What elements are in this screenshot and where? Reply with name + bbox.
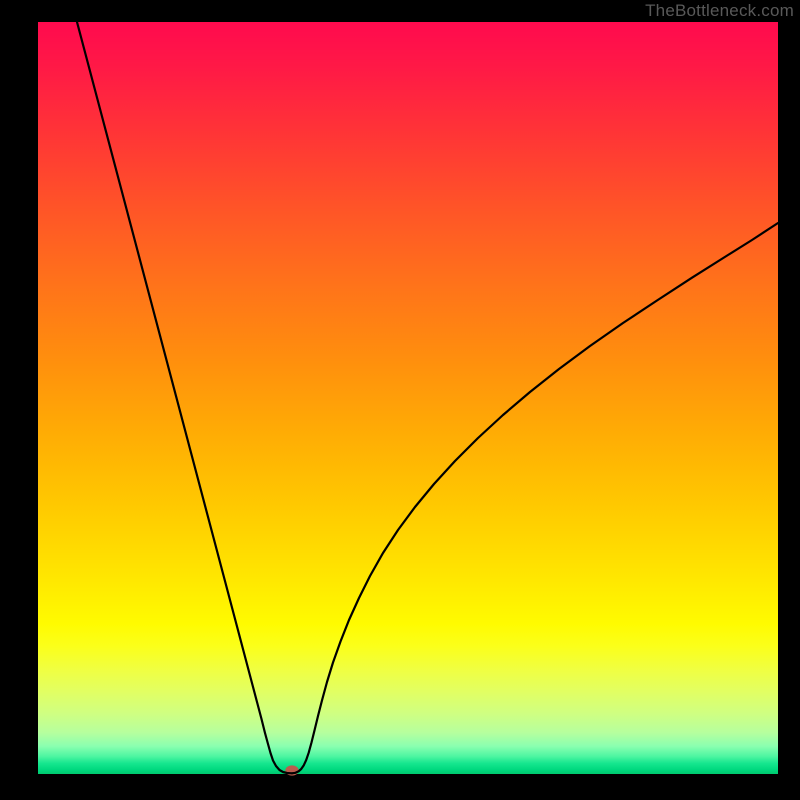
figure-canvas: TheBottleneck.com xyxy=(0,0,800,800)
bottleneck-chart xyxy=(0,0,800,800)
attribution-label: TheBottleneck.com xyxy=(645,1,794,21)
plot-background xyxy=(38,22,778,774)
